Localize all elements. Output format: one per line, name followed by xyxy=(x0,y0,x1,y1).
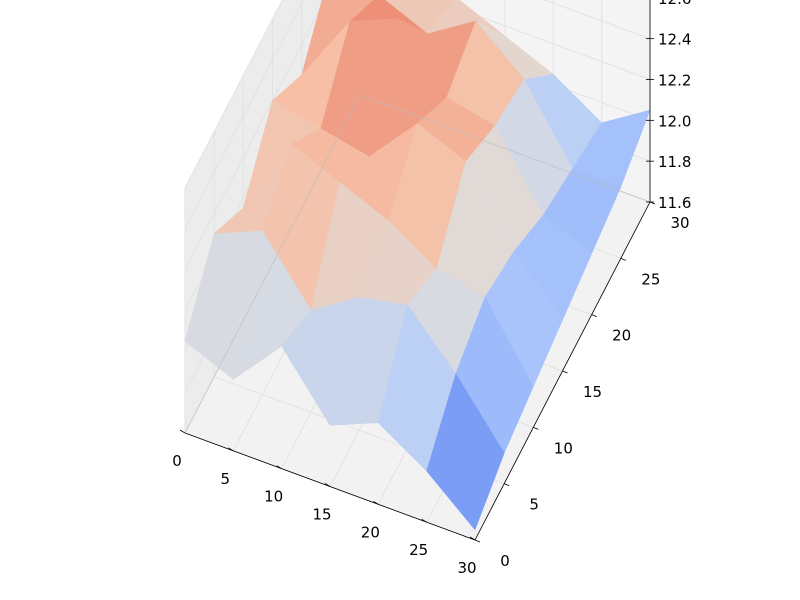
x-tick-label: 10 xyxy=(264,488,283,506)
y-tick-mark xyxy=(533,426,539,430)
x-tick-mark xyxy=(276,465,282,470)
y-tick-mark xyxy=(562,370,568,374)
z-tick-label: 12.0 xyxy=(658,112,691,130)
y-tick-mark xyxy=(620,257,626,261)
z-gridline xyxy=(184,0,283,189)
z-gridline xyxy=(184,0,651,311)
y-tick-label: 30 xyxy=(670,214,689,232)
x-tick-label: 25 xyxy=(409,541,428,559)
x-tick-mark xyxy=(324,483,331,487)
surface-mesh xyxy=(184,0,651,531)
y-tick-label: 0 xyxy=(500,552,510,570)
x-tick-label: 5 xyxy=(221,470,231,488)
floor-edge xyxy=(184,94,651,434)
z-tick-label: 11.6 xyxy=(658,194,691,212)
y-tick-label: 20 xyxy=(612,327,631,345)
surface-cell xyxy=(426,373,505,531)
y-tick-mark xyxy=(504,483,510,487)
z-axis-ticks: 11.611.812.012.212.412.612.8 xyxy=(646,0,691,212)
y-tick-mark xyxy=(474,539,481,543)
x-tick-mark xyxy=(373,500,379,505)
x-tick-mark xyxy=(469,536,476,541)
x-tick-label: 20 xyxy=(361,523,380,541)
z-tick-label: 12.4 xyxy=(658,31,691,49)
y-tick-label: 25 xyxy=(641,270,660,288)
z-gridline xyxy=(184,0,305,230)
y-tick-label: 10 xyxy=(554,439,573,457)
x-tick-label: 15 xyxy=(312,506,331,524)
x-tick-label: 0 xyxy=(172,452,182,470)
y-tick-label: 15 xyxy=(583,383,602,401)
x-tick-label: 30 xyxy=(457,559,476,577)
x-tick-mark xyxy=(179,429,186,434)
z-tick-label: 12.6 xyxy=(658,0,691,8)
x-axis-ticks: 0 5 10 15 20 25 30 xyxy=(172,429,477,577)
y-tick-mark xyxy=(591,314,597,318)
z-gridline xyxy=(184,0,651,270)
x-tick-mark xyxy=(421,518,427,523)
z-tick-label: 12.2 xyxy=(658,72,691,90)
z-tick-label: 11.8 xyxy=(658,153,691,171)
x-tick-mark xyxy=(228,447,234,452)
y-tick-label: 5 xyxy=(529,496,539,514)
